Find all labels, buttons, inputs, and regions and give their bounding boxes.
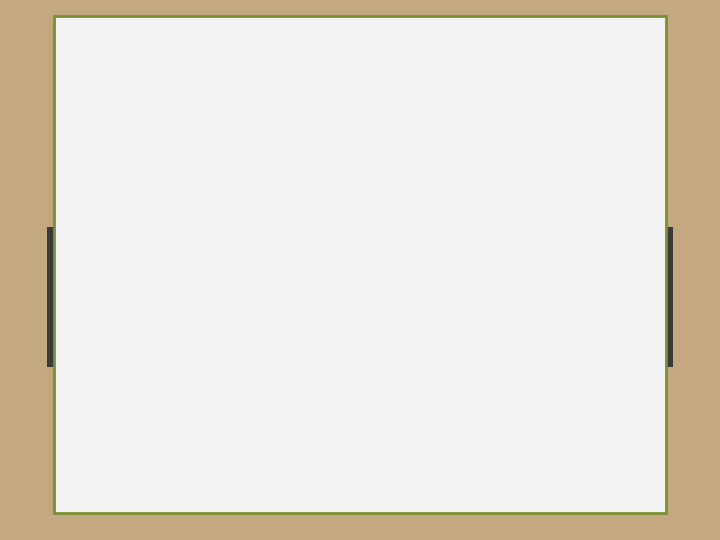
Text: In steady-state, diode represented as CVDM.: In steady-state, diode represented as CV… (167, 292, 558, 309)
Text: into steady-state and time varying: into steady-state and time varying (137, 217, 449, 235)
Text: A:: A: (137, 195, 158, 213)
Text: Q:: Q: (106, 146, 130, 165)
Text: •: • (149, 291, 160, 310)
Text: which may be analyzed: which may be analyzed (224, 239, 437, 256)
Text: 11/30/2020: 11/30/2020 (544, 477, 616, 490)
Text: defined?: defined? (106, 167, 186, 186)
Text: •: • (115, 194, 128, 214)
Text: 50: 50 (614, 477, 630, 490)
Text: •: • (78, 143, 93, 167)
Text: separately and solved via algebra.: separately and solved via algebra. (137, 261, 449, 279)
Text: 4. 3. 7.  Small-Signal Model: 4. 3. 7. Small-Signal Model (217, 58, 503, 78)
Text: components,: components, (137, 239, 253, 256)
Text: total instantaneous circuit is divided: total instantaneous circuit is divided (181, 195, 509, 213)
Text: •: • (149, 319, 160, 338)
Text: The: The (157, 195, 191, 213)
Text: How is the small-signal diode model: How is the small-signal diode model (130, 146, 468, 165)
Text: In time-varying, diode represented as resistor.: In time-varying, diode represented as re… (167, 319, 572, 337)
